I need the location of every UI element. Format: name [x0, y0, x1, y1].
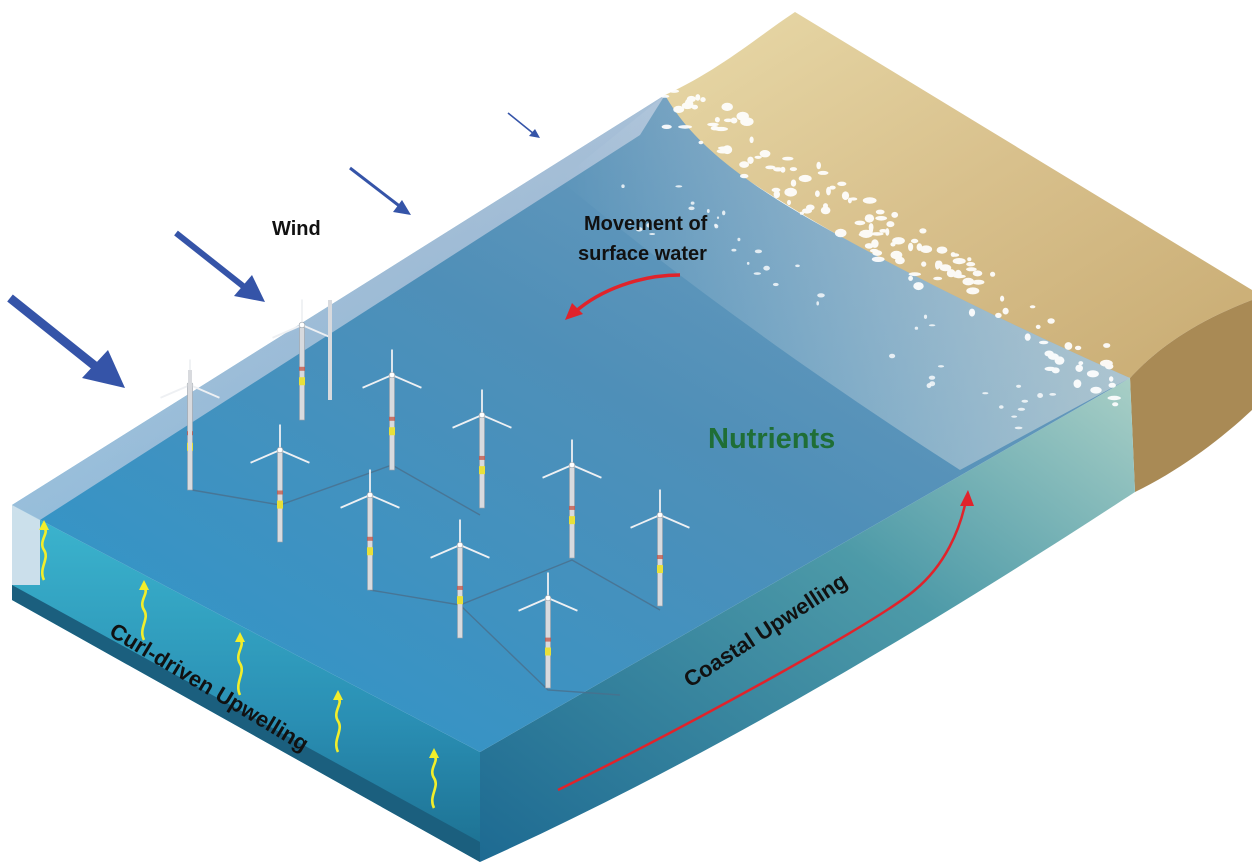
wind-arrow-icon: [349, 166, 411, 215]
wind-label: Wind: [272, 218, 321, 240]
wind-turbine-icon: [542, 439, 602, 559]
upwelling-squiggle-icon: [39, 520, 49, 581]
beach-side: [1130, 300, 1252, 492]
wind-turbine-icon: [518, 572, 578, 689]
wind-arrow-icon: [7, 294, 125, 388]
wind-turbine-icon: [250, 424, 310, 543]
ocean-front-bottom-band: [12, 585, 480, 862]
surface-movement-label-line1: Movement of: [584, 213, 708, 235]
wind-turbine-icon: [272, 299, 332, 421]
surface-movement-label-line2: surface water: [578, 243, 707, 265]
shore-haze: [560, 95, 1130, 470]
upwelling-squiggle-icon: [235, 632, 245, 696]
wind-arrow-icon: [174, 230, 265, 302]
upwelling-squiggle-icon: [333, 690, 343, 753]
beach-top: [665, 12, 1252, 378]
curl-upwelling-arrows: [39, 520, 439, 809]
wind-turbine-icon: [188, 370, 192, 480]
turbine-array: [160, 299, 690, 689]
wind-turbine-icon: [340, 469, 400, 591]
upwelling-squiggle-icon: [139, 580, 149, 641]
wind-turbine-icon: [630, 489, 690, 607]
air-layer: [12, 95, 665, 520]
upwelling-squiggle-icon: [429, 748, 439, 809]
red-current-arrow-icon: [557, 490, 974, 792]
nutrients-label: Nutrients: [708, 423, 835, 455]
wind-arrows: [7, 112, 540, 388]
subsea-cables: [191, 464, 661, 696]
wind-turbine-icon: [362, 349, 422, 471]
wind-turbine-icon: [430, 519, 490, 639]
surf-foam: [621, 79, 1121, 430]
air-front-face: [12, 505, 40, 585]
red-current-arrow-icon: [565, 273, 681, 320]
wind-turbine-icon: [452, 389, 512, 509]
ocean-front-face: [12, 505, 480, 862]
wind-arrow-icon: [507, 112, 540, 138]
wind-turbine-icon: [328, 300, 332, 400]
